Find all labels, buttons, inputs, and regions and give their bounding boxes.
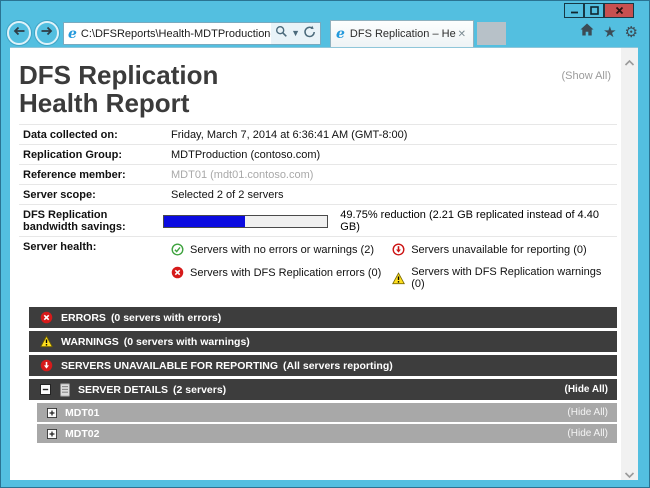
- ie-page-icon: e: [68, 25, 77, 42]
- tab-dfs-replication-health-report[interactable]: e DFS Replication – Health Re... ✕: [330, 20, 474, 47]
- section-bar-warnings[interactable]: WARNINGS (0 servers with warnings): [29, 331, 617, 352]
- expand-plus-icon[interactable]: [47, 428, 57, 439]
- refresh-icon[interactable]: [303, 25, 316, 43]
- server-row-mdt01[interactable]: MDT01 (Hide All): [37, 403, 617, 422]
- maximize-icon: [589, 2, 599, 20]
- address-dropdown-icon[interactable]: ▼: [291, 28, 300, 38]
- close-icon: [615, 2, 624, 20]
- report-header: DFS Replication Health Report (Show All): [19, 56, 617, 117]
- info-row-replication-group: Replication Group: MDTProduction (contos…: [19, 144, 617, 164]
- navigation-bar: e C:\DFSReports\Health-MDTProduction-07M…: [1, 19, 649, 47]
- section-title: ERRORS: [61, 311, 106, 324]
- server-row-mdt02[interactable]: MDT02 (Hide All): [37, 424, 617, 443]
- info-label: DFS Replication bandwidth savings:: [23, 209, 126, 233]
- health-item-replication-errors: Servers with DFS Replication errors (0): [171, 266, 392, 279]
- health-item-label: Servers unavailable for reporting (0): [411, 243, 587, 256]
- forward-arrow-icon: [40, 24, 54, 42]
- info-label: Reference member:: [23, 169, 126, 181]
- error-circle-icon: [171, 266, 184, 279]
- bandwidth-value: 49.75% reduction (2.21 GB replicated ins…: [163, 209, 617, 233]
- vertical-scrollbar[interactable]: [621, 48, 638, 480]
- health-item-no-errors: Servers with no errors or warnings (2): [171, 243, 392, 256]
- info-row-server-scope: Server scope: Selected 2 of 2 servers: [19, 184, 617, 204]
- page-title: DFS Replication Health Report: [19, 61, 218, 117]
- page-title-line1: DFS Replication: [19, 60, 219, 90]
- info-label: Data collected on:: [23, 129, 118, 141]
- bandwidth-progress-bar: [163, 214, 329, 228]
- back-button[interactable]: [7, 21, 31, 45]
- back-arrow-icon: [12, 24, 26, 42]
- info-row-server-health: Server health: Servers with no errors or…: [19, 236, 617, 303]
- maximize-button[interactable]: [584, 3, 604, 18]
- info-label: Replication Group:: [23, 149, 122, 161]
- close-button[interactable]: [604, 3, 634, 18]
- error-circle-icon: [40, 311, 53, 324]
- info-label: Server scope:: [23, 189, 96, 201]
- report-summary-table: Data collected on: Friday, March 7, 2014…: [19, 124, 617, 303]
- ie-logo-icon: e: [336, 26, 345, 42]
- section-bar-server-details[interactable]: SERVER DETAILS (2 servers) (Hide All): [29, 379, 617, 400]
- ok-circle-icon: [171, 243, 184, 256]
- health-item-unavailable: Servers unavailable for reporting (0): [392, 243, 617, 256]
- server-name: MDT02: [65, 427, 100, 440]
- server-icon: [59, 382, 71, 397]
- minimize-icon: [570, 2, 579, 20]
- section-bar-errors[interactable]: ERRORS (0 servers with errors): [29, 307, 617, 328]
- minimize-button[interactable]: [564, 3, 584, 18]
- warning-triangle-icon: [392, 271, 406, 285]
- warning-triangle-icon: [40, 335, 53, 348]
- section-bar-servers-unavailable[interactable]: SERVERS UNAVAILABLE FOR REPORTING (All s…: [29, 355, 617, 376]
- info-value: MDT01 (mdt01.contoso.com): [171, 169, 314, 181]
- bandwidth-bar-fill: [164, 215, 246, 227]
- health-item-replication-warnings: Servers with DFS Replication warnings (0…: [392, 266, 617, 290]
- info-value: MDTProduction (contoso.com): [171, 149, 321, 161]
- section-title: WARNINGS: [61, 335, 119, 348]
- hide-all-link[interactable]: (Hide All): [567, 428, 608, 439]
- health-item-label: Servers with DFS Replication errors (0): [190, 266, 382, 279]
- hide-all-link[interactable]: (Hide All): [564, 384, 608, 395]
- tab-close-icon[interactable]: ✕: [457, 28, 466, 40]
- server-name: MDT01: [65, 406, 100, 419]
- address-bar-tools: ▼: [271, 23, 320, 44]
- section-detail: (0 servers with errors): [110, 311, 222, 324]
- settings-gear-icon[interactable]: ⚙: [624, 23, 638, 41]
- browser-toolbar-icons: ★ ⚙: [579, 22, 638, 42]
- new-tab-button[interactable]: [477, 22, 506, 45]
- section-detail: (0 servers with warnings): [123, 335, 250, 348]
- collapse-minus-icon[interactable]: [40, 384, 51, 395]
- info-row-data-collected: Data collected on: Friday, March 7, 2014…: [19, 124, 617, 144]
- home-icon[interactable]: [579, 22, 595, 42]
- favorites-star-icon[interactable]: ★: [603, 23, 617, 41]
- show-all-link[interactable]: (Show All): [561, 70, 611, 82]
- address-bar[interactable]: e C:\DFSReports\Health-MDTProduction-07M…: [63, 22, 321, 45]
- health-item-label: Servers with DFS Replication warnings (0…: [411, 266, 602, 290]
- info-value: Selected 2 of 2 servers: [171, 189, 284, 201]
- section-detail: (All servers reporting): [283, 359, 393, 372]
- forward-button[interactable]: [35, 21, 59, 45]
- page-title-line2: Health Report: [19, 88, 190, 118]
- hide-all-link[interactable]: (Hide All): [567, 407, 608, 418]
- scroll-up-icon[interactable]: [624, 54, 635, 66]
- scroll-down-icon[interactable]: [624, 466, 635, 479]
- search-icon[interactable]: [275, 25, 288, 43]
- unavailable-circle-icon: [40, 359, 53, 372]
- section-title: SERVER DETAILS: [78, 383, 169, 396]
- page-content: DFS Replication Health Report (Show All)…: [10, 47, 638, 480]
- info-label: Server health:: [23, 241, 97, 253]
- bandwidth-summary: 49.75% reduction (2.21 GB replicated ins…: [340, 209, 599, 233]
- address-url[interactable]: C:\DFSReports\Health-MDTProduction-07Ma: [80, 27, 271, 40]
- report-page: DFS Replication Health Report (Show All)…: [10, 48, 621, 480]
- tab-title: DFS Replication – Health Re...: [349, 28, 456, 40]
- info-row-reference-member: Reference member: MDT01 (mdt01.contoso.c…: [19, 164, 617, 184]
- health-item-label: Servers with no errors or warnings (2): [190, 243, 375, 256]
- unavailable-circle-icon: [392, 243, 405, 256]
- server-health-items: Servers with no errors or warnings (2) S…: [171, 241, 617, 300]
- report-sections: ERRORS (0 servers with errors) WARNINGS …: [19, 307, 617, 443]
- expand-plus-icon[interactable]: [47, 407, 57, 418]
- section-detail: (2 servers): [173, 383, 227, 396]
- section-title: SERVERS UNAVAILABLE FOR REPORTING: [61, 359, 279, 372]
- info-value: Friday, March 7, 2014 at 6:36:41 AM (GMT…: [171, 129, 408, 141]
- info-row-bandwidth-savings: DFS Replication bandwidth savings: 49.75…: [19, 204, 617, 236]
